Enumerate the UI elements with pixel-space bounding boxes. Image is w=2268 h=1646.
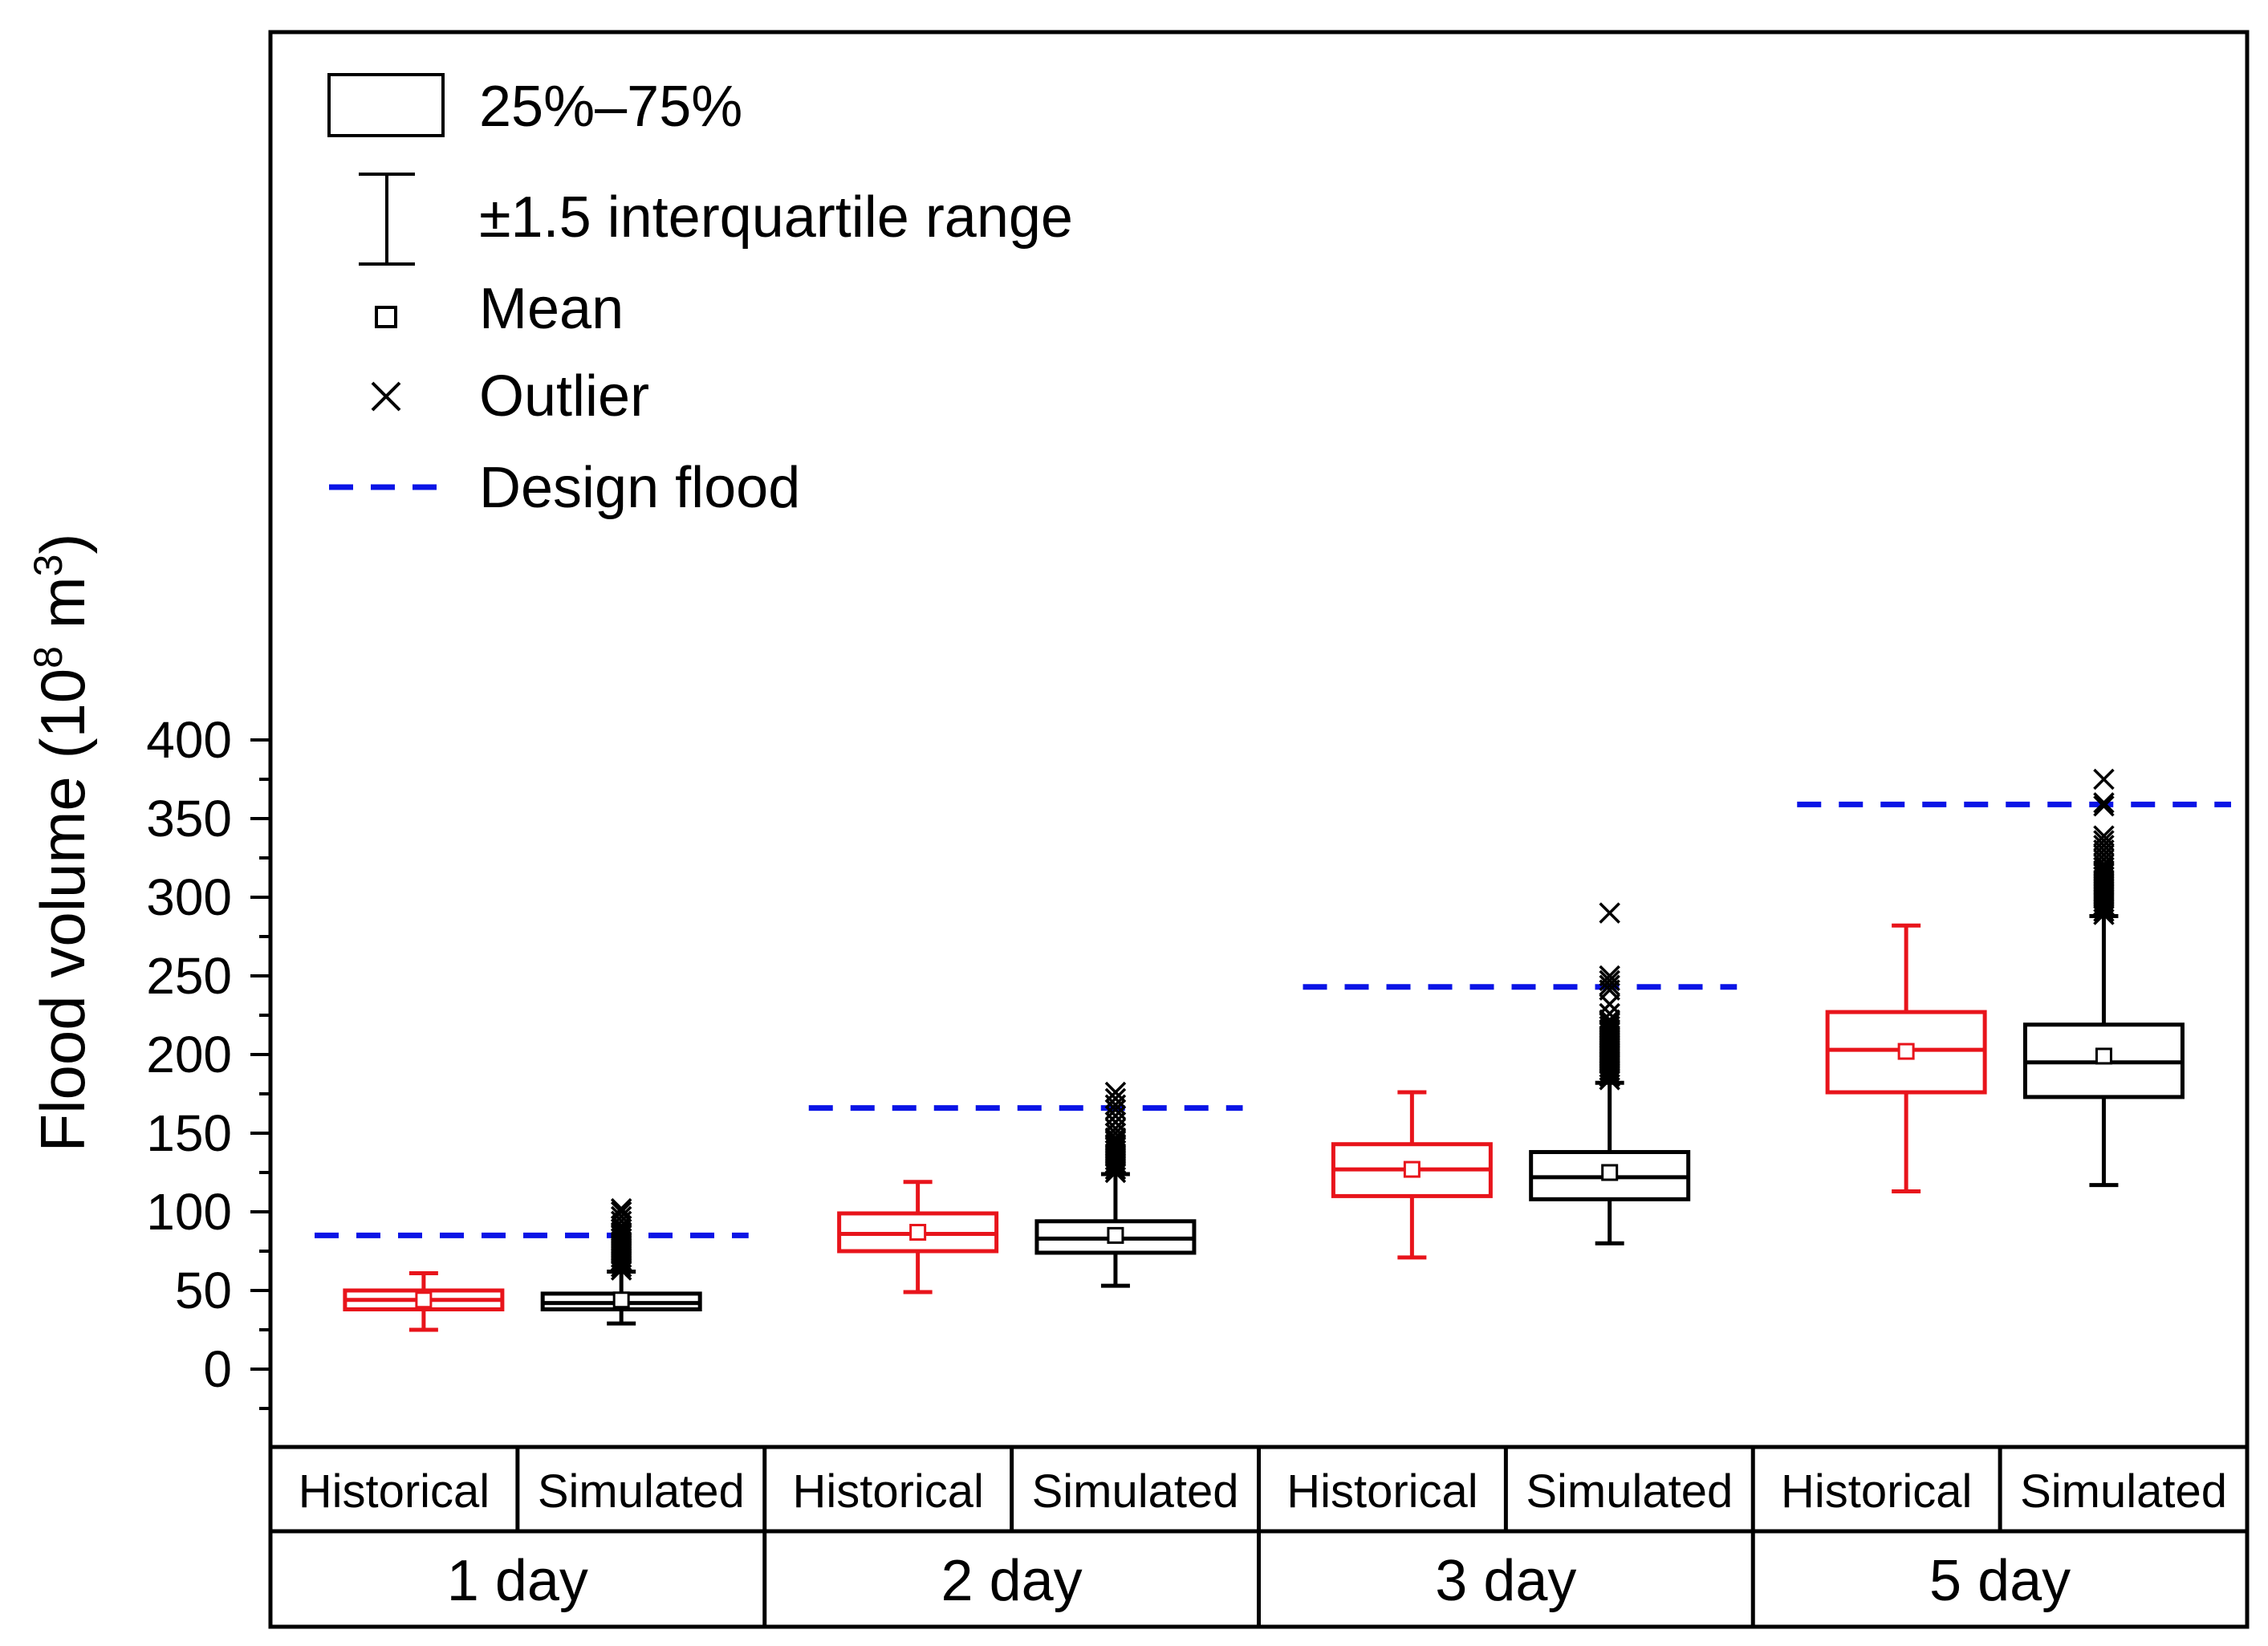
y-tick-label: 200 (146, 1026, 232, 1083)
box-plot (343, 1270, 505, 1332)
outlier-marker (2093, 768, 2115, 790)
plot-frame (268, 30, 2250, 1629)
box-plot (540, 1197, 702, 1326)
category-label: Simulated (1032, 1465, 1239, 1518)
box-plot (1825, 923, 1987, 1194)
iqr-box (1825, 1010, 1987, 1095)
mean-marker (909, 1223, 927, 1241)
outlier-marker (2093, 835, 2115, 856)
outlier-marker (610, 1205, 632, 1228)
group-label: 5 day (1929, 1549, 2071, 1613)
mean-marker (1107, 1226, 1124, 1244)
legend-design-label: Design flood (479, 456, 800, 520)
mean-marker (1897, 1042, 1915, 1060)
group-label: 3 day (1435, 1549, 1576, 1613)
outlier-marker (1599, 1002, 1620, 1025)
outlier-marker (2093, 792, 2115, 814)
outlier-marker (2093, 825, 2115, 847)
y-tick-label: 50 (175, 1262, 232, 1319)
y-axis-ticks: 0 50 100 150 200 250 300 350 400 (146, 711, 270, 1410)
legend-whisker-symbol (359, 173, 415, 266)
category-label: Simulated (538, 1465, 745, 1518)
outlier-marker (610, 1197, 632, 1220)
outlier-marker (1104, 1087, 1127, 1110)
outlier-marker (1599, 1018, 1620, 1040)
y-tick-label: 100 (146, 1183, 232, 1241)
outlier-marker (1599, 1009, 1620, 1031)
category-label: Historical (792, 1465, 984, 1518)
category-label: Simulated (1526, 1465, 1733, 1518)
outlier-marker (1599, 974, 1620, 996)
category-table: 1 day Historical Simulated 2 day Historical S… (270, 1447, 2247, 1627)
y-axis-label-close: ) (27, 534, 98, 555)
y-tick-label: 250 (146, 947, 232, 1005)
y-axis-label-unit: m (27, 576, 98, 646)
outlier-marker (1599, 965, 1620, 987)
y-axis-label-main: Flood volume (10 (27, 669, 98, 1152)
y-axis-label-exp3: 3 (26, 555, 71, 577)
y-axis-label-exp8: 8 (26, 646, 71, 669)
mean-marker (1601, 1164, 1619, 1181)
legend-whisker-label: ±1.5 interquartile range (479, 185, 1073, 250)
group-label: 2 day (941, 1549, 1083, 1613)
mean-marker (612, 1291, 630, 1309)
box-plots (343, 768, 2185, 1332)
outlier-marker (2093, 830, 2115, 851)
outlier-marker (1599, 969, 1620, 992)
legend-box-label: 25%–75% (479, 75, 742, 139)
box-plot (2022, 768, 2185, 1188)
y-tick-label: 400 (146, 711, 232, 769)
legend-outlier-label: Outlier (479, 364, 649, 429)
legend-mean-label: Mean (479, 277, 624, 341)
design-flood-lines (315, 801, 2231, 1238)
legend: 25%–75% ±1.5 interquartile range Mean Ou… (327, 73, 1073, 520)
category-label: Historical (299, 1465, 490, 1518)
legend-outlier-symbol (371, 381, 401, 412)
y-tick-label: 300 (146, 868, 232, 926)
box-plot (1034, 1081, 1197, 1288)
y-tick-label: 150 (146, 1104, 232, 1162)
category-label: Historical (1286, 1465, 1478, 1518)
mean-marker (2095, 1047, 2112, 1065)
axes (268, 30, 2250, 1629)
legend-mean-symbol (375, 306, 397, 328)
mean-marker (1403, 1160, 1421, 1178)
outlier-marker (1599, 1012, 1620, 1034)
outlier-marker (1104, 1081, 1127, 1103)
outlier-marker (1599, 902, 1620, 924)
box-plot (837, 1180, 999, 1294)
box-plot (1529, 902, 1691, 1246)
category-label: Historical (1781, 1465, 1973, 1518)
y-tick-label: 0 (203, 1340, 232, 1398)
legend-box-symbol (327, 73, 445, 137)
y-axis-label: Flood volume (108 m3) (26, 534, 98, 1152)
y-tick-label: 350 (146, 790, 232, 847)
outlier-marker (1104, 1127, 1127, 1149)
outlier-marker (610, 1201, 632, 1223)
box-plot (1331, 1090, 1493, 1260)
group-label: 1 day (447, 1549, 588, 1613)
outlier-marker (2093, 795, 2115, 817)
category-label: Simulated (2020, 1465, 2227, 1518)
mean-marker (415, 1291, 433, 1309)
